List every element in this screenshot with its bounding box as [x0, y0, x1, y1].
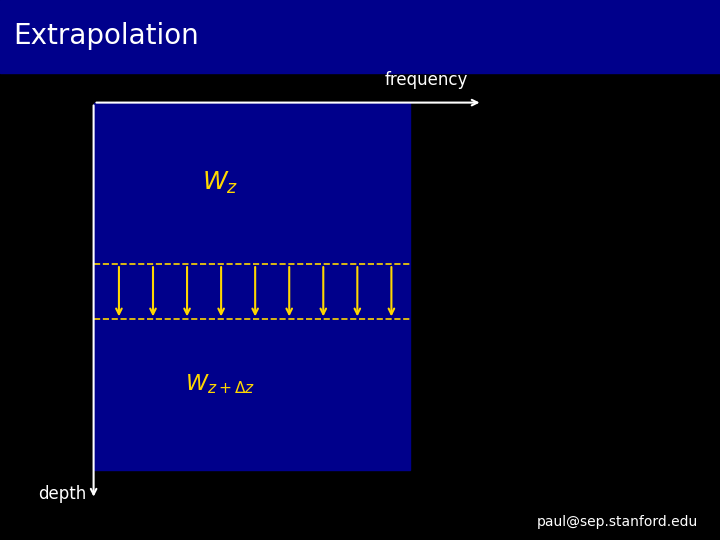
Text: frequency: frequency — [384, 71, 468, 89]
Bar — [0, 0, 720, 73]
Text: paul@sep.stanford.edu: paul@sep.stanford.edu — [537, 515, 698, 529]
Text: Extrapolation: Extrapolation — [13, 23, 199, 50]
Text: $W_z$: $W_z$ — [202, 170, 238, 197]
Text: $W_{z+\Delta z}$: $W_{z+\Delta z}$ — [185, 372, 256, 395]
Text: depth: depth — [38, 485, 86, 503]
Bar — [94, 103, 410, 470]
